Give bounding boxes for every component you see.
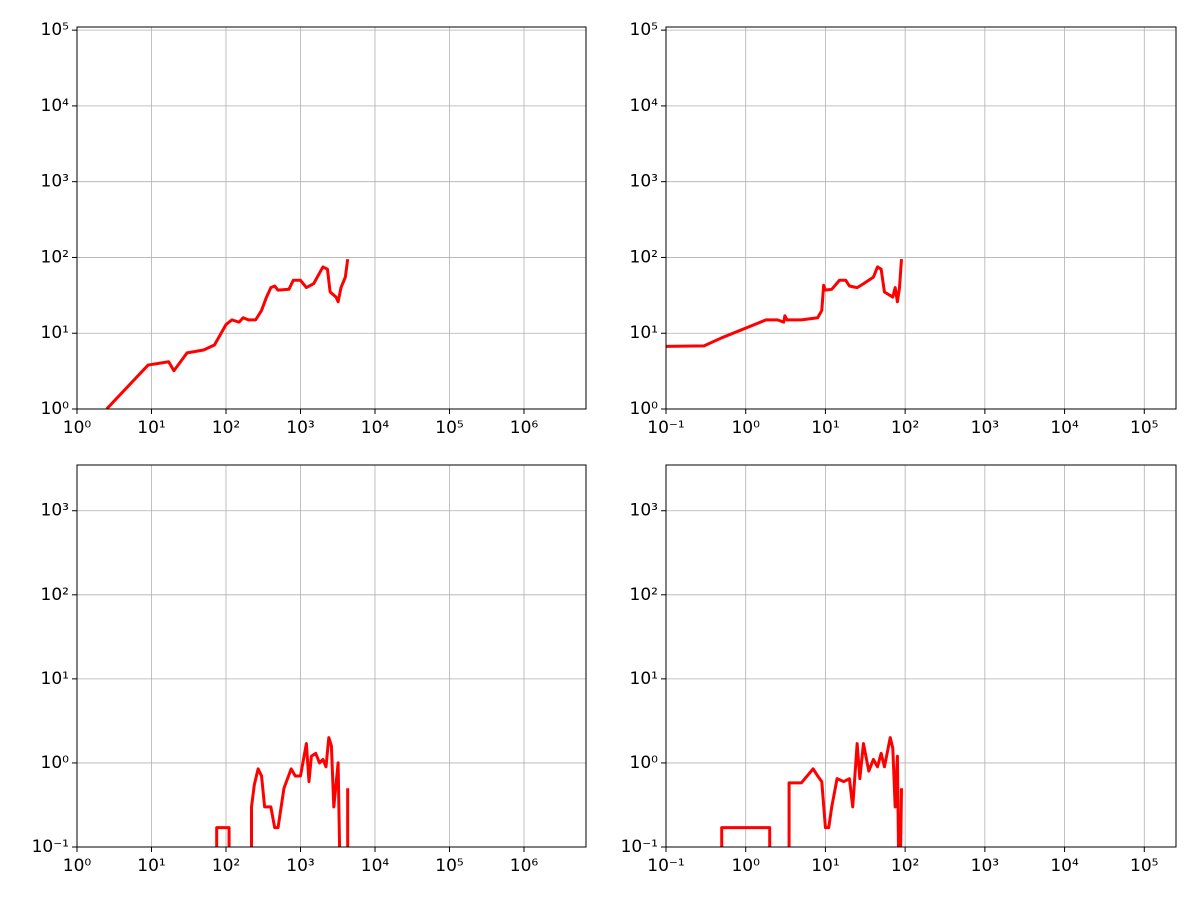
x-tick-label: 10⁻¹ <box>647 856 684 876</box>
y-tick-label: 10² <box>41 247 69 267</box>
x-tick-label: 10⁴ <box>361 856 390 876</box>
y-tick-label: 10⁻¹ <box>621 837 658 857</box>
x-tick-label: 10³ <box>286 418 314 438</box>
x-tick-label: 10⁵ <box>435 418 463 438</box>
y-tick-label: 10³ <box>41 501 69 521</box>
x-tick-label: 10⁵ <box>1130 418 1158 438</box>
x-tick-label: 10³ <box>971 856 999 876</box>
plot-area <box>105 258 350 409</box>
x-tick-label: 10² <box>891 856 919 876</box>
x-tick-label: 10⁴ <box>1050 418 1079 438</box>
y-tick-label: 10³ <box>630 172 658 192</box>
y-tick-label: 10⁵ <box>630 20 658 40</box>
y-tick-label: 10¹ <box>630 669 658 689</box>
x-tick-label: 10⁶ <box>510 418 539 438</box>
y-tick-label: 10² <box>41 585 69 605</box>
plot-area <box>666 259 903 348</box>
y-tick-label: 10² <box>630 585 658 605</box>
axes-frame <box>76 26 587 410</box>
y-tick-label: 10¹ <box>41 323 69 343</box>
x-tick-label: 10³ <box>286 856 314 876</box>
data-line <box>666 259 903 348</box>
x-tick-label: 10⁵ <box>435 856 463 876</box>
data-line <box>215 736 350 847</box>
y-tick-label: 10¹ <box>630 323 658 343</box>
subplot: 10⁻¹ 10⁰ 10¹ 10² 10³ 10⁴ 10⁵ 10⁻¹ 10⁰ 10¹ 10² 10³ <box>621 464 1177 876</box>
axes-frame <box>76 464 587 848</box>
x-tick-label: 10⁰ <box>63 418 92 438</box>
axes-frame <box>665 464 1177 848</box>
x-tick-label: 10⁶ <box>510 856 539 876</box>
x-tick-label: 10⁰ <box>63 856 92 876</box>
y-tick-label: 10³ <box>41 172 69 192</box>
y-tick-label: 10⁰ <box>41 753 70 773</box>
plot-area <box>215 736 350 847</box>
y-tick-label: 10⁵ <box>41 20 69 40</box>
data-line <box>720 736 903 847</box>
x-tick-label: 10⁴ <box>1050 856 1079 876</box>
x-tick-label: 10⁰ <box>731 856 760 876</box>
y-tick-label: 10² <box>630 247 658 267</box>
y-tick-label: 10⁻¹ <box>32 837 69 857</box>
y-tick-label: 10⁰ <box>41 399 70 419</box>
y-tick-label: 10⁰ <box>630 753 659 773</box>
data-line <box>105 258 350 409</box>
x-tick-label: 10⁵ <box>1130 856 1158 876</box>
subplot: 10⁰ 10¹ 10² 10³ 10⁴ 10⁵ 10⁶ 10⁰ 10¹ 10² 10³ 10⁴ 10⁵ <box>41 20 587 438</box>
x-tick-label: 10⁴ <box>361 418 390 438</box>
x-tick-label: 10⁻¹ <box>647 418 684 438</box>
x-tick-label: 10² <box>212 418 240 438</box>
x-tick-label: 10³ <box>971 418 999 438</box>
x-tick-label: 10¹ <box>137 418 165 438</box>
y-tick-label: 10¹ <box>41 669 69 689</box>
y-tick-label: 10⁴ <box>630 96 659 116</box>
x-tick-label: 10² <box>212 856 240 876</box>
x-tick-label: 10¹ <box>811 418 839 438</box>
plot-area <box>720 736 903 847</box>
axes-frame <box>665 26 1177 410</box>
x-tick-label: 10¹ <box>137 856 165 876</box>
y-tick-label: 10⁰ <box>630 399 659 419</box>
x-tick-label: 10¹ <box>811 856 839 876</box>
x-tick-label: 10⁰ <box>731 418 760 438</box>
y-tick-label: 10⁴ <box>41 96 70 116</box>
x-tick-label: 10² <box>891 418 919 438</box>
y-tick-label: 10³ <box>630 501 658 521</box>
